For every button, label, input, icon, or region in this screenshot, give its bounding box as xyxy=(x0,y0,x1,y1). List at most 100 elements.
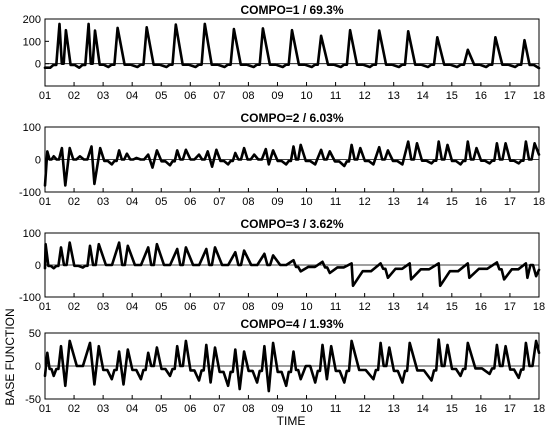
x-tick-label: 16 xyxy=(475,403,487,415)
x-tick-label: 11 xyxy=(330,403,341,415)
x-tick-label: 08 xyxy=(242,196,254,208)
x-tick-label: 13 xyxy=(388,403,400,415)
x-tick-label: 03 xyxy=(97,403,109,415)
x-tick-label: 18 xyxy=(533,403,545,415)
y-tick-label: -100 xyxy=(19,292,41,304)
x-tick-label: 18 xyxy=(533,301,545,313)
x-tick-label: 13 xyxy=(388,90,400,102)
x-tick-label: 11 xyxy=(330,301,341,313)
series-line xyxy=(43,241,541,288)
plot-frame xyxy=(44,18,540,87)
chart-title: COMPO=2 / 6.03% xyxy=(240,111,343,125)
x-tick-label: 12 xyxy=(359,301,371,313)
x-tick-label: 17 xyxy=(504,90,516,102)
x-tick-label: 01 xyxy=(39,403,51,415)
x-tick-label: 02 xyxy=(68,403,80,415)
x-tick-label: 18 xyxy=(533,196,545,208)
x-tick-label: 09 xyxy=(271,301,283,313)
x-tick-label: 12 xyxy=(359,90,371,102)
y-tick-label: 100 xyxy=(23,228,41,240)
x-tick-label: 05 xyxy=(155,90,167,102)
x-tick-label: 03 xyxy=(97,90,109,102)
x-axis-label: TIME xyxy=(277,414,306,428)
x-tick-label: 17 xyxy=(504,301,516,313)
chart-panel-3: COMPO=3 / 3.62% 01 02 03 04 05 06 07 08 09 10 11 12 1… xyxy=(19,217,545,313)
x-tick-label: 14 xyxy=(417,90,429,102)
x-tick-label: 09 xyxy=(271,403,283,415)
chart-panel-1: COMPO=1 / 69.3% 01 02 03 04 05 06 07 08 09 10 11 12 1… xyxy=(23,3,545,102)
x-tick-label: 02 xyxy=(68,196,80,208)
x-tick-label: 05 xyxy=(155,196,167,208)
x-tick-label: 17 xyxy=(504,196,516,208)
x-tick-label: 04 xyxy=(126,403,138,415)
x-tick-label: 07 xyxy=(213,301,225,313)
x-tick-label: 03 xyxy=(97,196,109,208)
y-axis-label: BASE FUNCTION xyxy=(3,308,17,405)
x-tick-label: 08 xyxy=(242,90,254,102)
x-tick-label: 04 xyxy=(126,90,138,102)
chart-title: COMPO=1 / 69.3% xyxy=(240,3,343,17)
x-tick-label: 17 xyxy=(504,403,516,415)
x-tick-label: 04 xyxy=(126,196,138,208)
y-tick-label: 0 xyxy=(35,155,41,167)
series-line xyxy=(43,140,541,187)
y-tick-label: 200 xyxy=(23,14,41,26)
x-tick-label: 08 xyxy=(242,301,254,313)
x-tick-label: 06 xyxy=(184,301,196,313)
x-tick-label: 05 xyxy=(155,301,167,313)
x-tick-label: 13 xyxy=(388,301,400,313)
x-tick-label: 06 xyxy=(184,403,196,415)
x-tick-label: 12 xyxy=(359,403,371,415)
chart-title: COMPO=3 / 3.62% xyxy=(240,217,343,231)
x-tick-label: 15 xyxy=(446,403,458,415)
chart-panel-4: COMPO=4 / 1.93% 01 02 03 04 05 06 07 08 09 10 11 12 1… xyxy=(25,317,545,415)
x-tick-label: 15 xyxy=(446,90,458,102)
x-tick-label: 16 xyxy=(475,196,487,208)
x-tick-label: 02 xyxy=(68,90,80,102)
chart-panel-2: COMPO=2 / 6.03% 01 02 03 04 05 06 07 08 09 10 11 12 1… xyxy=(19,111,545,208)
y-tick-label: 50 xyxy=(29,328,41,340)
x-tick-label: 01 xyxy=(39,90,51,102)
x-tick-label: 16 xyxy=(475,301,487,313)
x-tick-label: 02 xyxy=(68,301,80,313)
x-tick-label: 01 xyxy=(39,301,51,313)
x-tick-label: 10 xyxy=(300,403,312,415)
x-tick-label: 14 xyxy=(417,301,429,313)
x-tick-label: 03 xyxy=(97,301,109,313)
y-tick-label: -100 xyxy=(19,187,41,199)
x-tick-label: 12 xyxy=(359,196,371,208)
x-tick-label: 15 xyxy=(446,301,458,313)
y-tick-label: 0 xyxy=(35,59,41,71)
x-tick-label: 07 xyxy=(213,403,225,415)
x-tick-label: 08 xyxy=(242,403,254,415)
x-tick-label: 13 xyxy=(388,196,400,208)
x-tick-label: 11 xyxy=(330,196,341,208)
x-tick-label: 01 xyxy=(39,196,51,208)
x-tick-label: 11 xyxy=(330,90,341,102)
x-tick-label: 14 xyxy=(417,196,429,208)
x-tick-label: 05 xyxy=(155,403,167,415)
x-tick-label: 14 xyxy=(417,403,429,415)
x-tick-label: 06 xyxy=(184,90,196,102)
x-tick-label: 10 xyxy=(300,301,312,313)
y-tick-label: -50 xyxy=(25,394,41,406)
x-tick-label: 10 xyxy=(300,196,312,208)
x-tick-label: 09 xyxy=(271,90,283,102)
x-tick-label: 06 xyxy=(184,196,196,208)
chart-title: COMPO=4 / 1.93% xyxy=(240,317,343,331)
y-tick-label: 100 xyxy=(23,122,41,134)
panels: COMPO=1 / 69.3% 01 02 03 04 05 06 07 08 09 10 11 12 1… xyxy=(19,3,545,415)
y-tick-label: 0 xyxy=(35,361,41,373)
x-tick-label: 07 xyxy=(213,196,225,208)
x-tick-label: 09 xyxy=(271,196,283,208)
x-tick-label: 16 xyxy=(475,90,487,102)
x-tick-label: 18 xyxy=(533,90,545,102)
x-tick-label: 15 xyxy=(446,196,458,208)
x-tick-label: 04 xyxy=(126,301,138,313)
x-tick-label: 10 xyxy=(300,90,312,102)
series-line xyxy=(43,22,541,70)
series-line xyxy=(43,338,541,393)
y-tick-label: 100 xyxy=(23,36,41,48)
y-tick-label: 0 xyxy=(35,260,41,272)
